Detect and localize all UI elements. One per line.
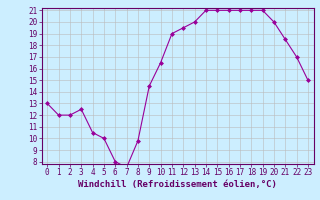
X-axis label: Windchill (Refroidissement éolien,°C): Windchill (Refroidissement éolien,°C)	[78, 180, 277, 189]
